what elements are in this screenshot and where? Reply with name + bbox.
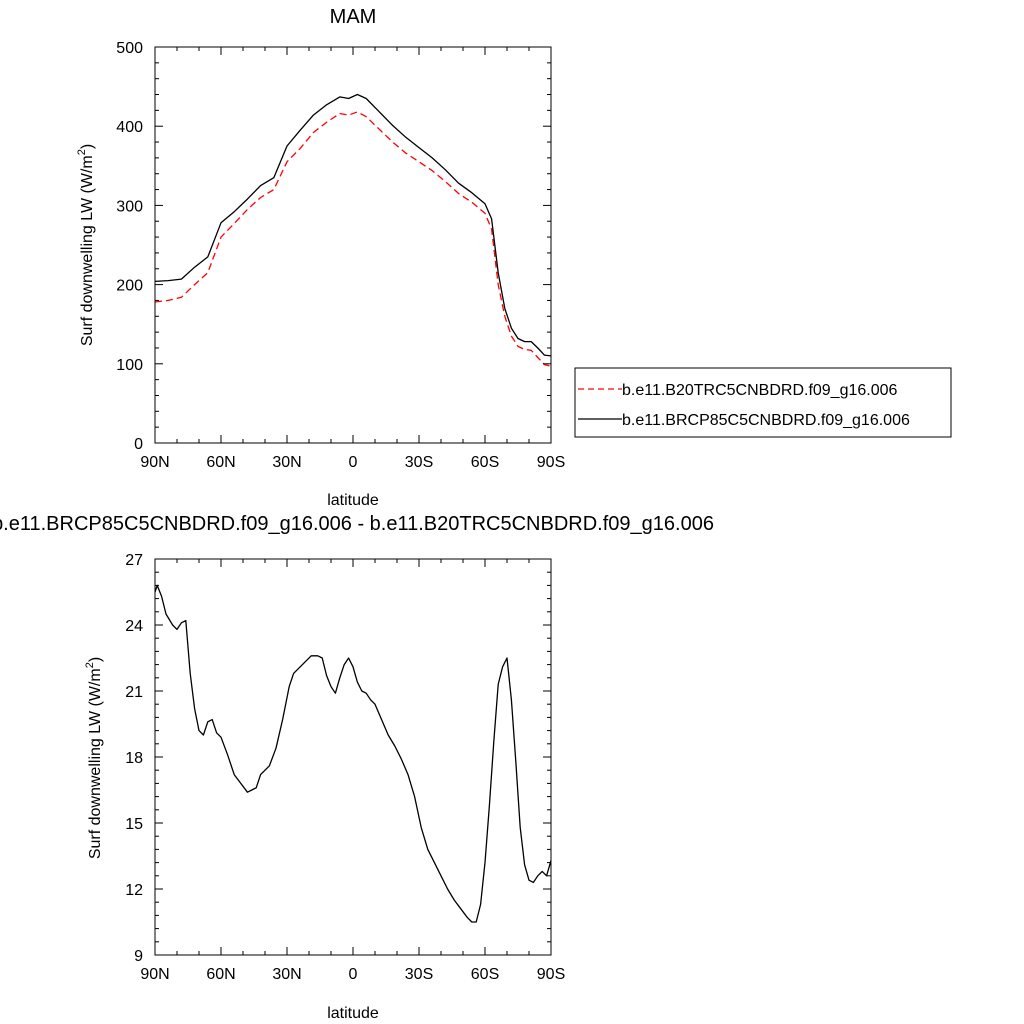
- top-chart-title: MAM: [330, 6, 377, 28]
- top-chart-x-axis-label: latitude: [327, 492, 379, 509]
- top-chart-series-line-1: [154, 93, 552, 357]
- bottom-chart-x-tick-label: 30S: [405, 966, 433, 983]
- top-chart-x-tick-label: 90S: [537, 454, 565, 471]
- bottom-chart-y-tick-label: 9: [134, 948, 143, 965]
- top-chart-series-line-0: [154, 111, 552, 367]
- bottom-chart-series: [154, 584, 552, 923]
- top-chart-y-tick-labels: 0 100 200 300 400 500: [116, 40, 143, 453]
- top-chart-x-tick-label: 60N: [206, 454, 235, 471]
- legend-label-historical: b.e11.B20TRC5CNBDRD.f09_g16.006: [622, 382, 898, 399]
- bottom-chart-y-tick-labels: 9 12 15 18 21 24 27: [125, 552, 143, 965]
- top-chart-x-tick-label: 60S: [471, 454, 499, 471]
- bottom-chart-y-tick-label: 24: [125, 618, 143, 635]
- bottom-chart-y-tick-label: 18: [125, 750, 143, 767]
- bottom-chart-y-axis-label-main: Surf downwelling LW (W/m: [87, 668, 104, 859]
- bottom-chart-ticks: [154, 558, 552, 956]
- top-chart-ticks: [154, 46, 552, 444]
- top-chart-x-tick-label: 30S: [405, 454, 433, 471]
- top-chart-y-tick-label: 0: [134, 436, 143, 453]
- bottom-chart-x-tick-label: 30N: [272, 966, 301, 983]
- top-chart-y-axis-label-close: ): [79, 144, 96, 149]
- bottom-chart-x-tick-labels: 90N 60N 30N 0 30S 60S 90S: [140, 966, 565, 983]
- legend-label-rcp85: b.e11.BRCP85C5CNBDRD.f09_g16.006: [622, 412, 910, 429]
- bottom-chart-x-tick-label: 0: [349, 966, 358, 983]
- top-chart-y-tick-label: 200: [116, 278, 143, 295]
- bottom-chart-title: b.e11.BRCP85C5CNBDRD.f09_g16.006 - b.e11…: [0, 513, 714, 535]
- top-chart-y-tick-label: 300: [116, 198, 143, 215]
- top-chart-x-tick-label: 0: [349, 454, 358, 471]
- bottom-chart-y-tick-label: 21: [125, 684, 143, 701]
- bottom-chart-y-axis-label-superscript: 2: [84, 662, 96, 668]
- top-chart-x-tick-label: 30N: [272, 454, 301, 471]
- bottom-chart-x-tick-label: 90S: [537, 966, 565, 983]
- top-chart-y-axis-label: Surf downwelling LW (W/m2): [76, 144, 96, 346]
- top-chart-y-tick-label: 100: [116, 357, 143, 374]
- top-chart-frame: [154, 46, 552, 444]
- top-chart-legend: b.e11.B20TRC5CNBDRD.f09_g16.006 b.e11.BR…: [574, 367, 952, 438]
- bottom-chart-y-axis-label: Surf downwelling LW (W/m2): [84, 657, 104, 859]
- legend-box: [574, 367, 952, 438]
- bottom-chart-y-tick-label: 12: [125, 882, 143, 899]
- top-chart-series: [154, 93, 552, 367]
- bottom-chart-y-tick-label: 15: [125, 816, 143, 833]
- bottom-chart-series-line-0: [154, 584, 552, 923]
- bottom-chart-y-tick-label: 27: [125, 552, 143, 569]
- bottom-chart-frame: [154, 558, 552, 956]
- top-chart-x-tick-labels: 90N 60N 30N 0 30S 60S 90S: [140, 454, 565, 471]
- top-chart-y-tick-label: 500: [116, 40, 143, 57]
- bottom-chart-x-tick-label: 90N: [140, 966, 169, 983]
- top-chart-y-axis-label-superscript: 2: [76, 149, 88, 155]
- top-chart-y-tick-label: 400: [116, 119, 143, 136]
- bottom-chart: b.e11.BRCP85C5CNBDRD.f09_g16.006 - b.e11…: [0, 513, 714, 1022]
- top-chart: MAM 90N 60N 30N 0 30S 60S 90S 0 100 200 300 400 500…: [76, 6, 952, 509]
- bottom-chart-x-tick-label: 60N: [206, 966, 235, 983]
- top-chart-x-tick-label: 90N: [140, 454, 169, 471]
- bottom-chart-x-tick-label: 60S: [471, 966, 499, 983]
- top-chart-y-axis-label-main: Surf downwelling LW (W/m: [79, 155, 96, 346]
- bottom-chart-y-axis-label-close: ): [87, 657, 104, 662]
- bottom-chart-x-axis-label: latitude: [327, 1005, 379, 1022]
